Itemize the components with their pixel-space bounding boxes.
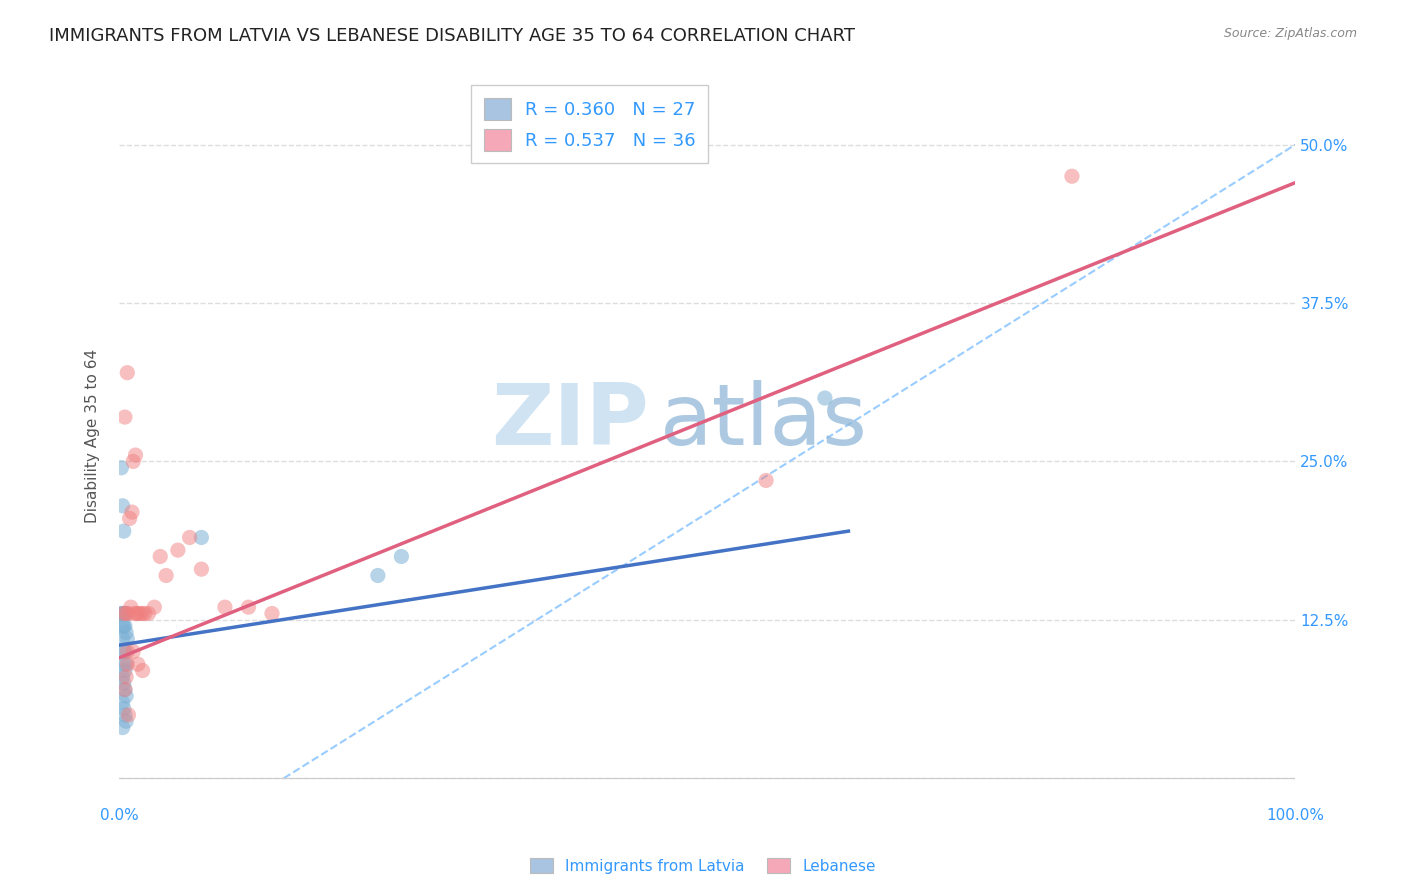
Point <box>124 448 146 462</box>
Point <box>110 607 132 621</box>
Text: IMMIGRANTS FROM LATVIA VS LEBANESE DISABILITY AGE 35 TO 64 CORRELATION CHART: IMMIGRANTS FROM LATVIA VS LEBANESE DISAB… <box>49 27 855 45</box>
Point <box>115 657 138 672</box>
Point <box>114 644 136 658</box>
Point <box>111 670 134 684</box>
Point <box>190 562 212 576</box>
Point <box>114 664 136 678</box>
Point <box>124 607 146 621</box>
Point <box>112 524 135 538</box>
Point <box>112 607 135 621</box>
Point <box>114 682 136 697</box>
Point <box>149 549 172 564</box>
Point <box>260 607 283 621</box>
Y-axis label: Disability Age 35 to 64: Disability Age 35 to 64 <box>86 349 100 523</box>
Point <box>114 707 136 722</box>
Point <box>117 632 139 646</box>
Point <box>131 664 153 678</box>
Point <box>122 644 145 658</box>
Point <box>190 531 212 545</box>
Point <box>389 549 412 564</box>
Point <box>110 460 132 475</box>
Point <box>112 644 135 658</box>
Point <box>129 607 152 621</box>
Text: atlas: atlas <box>661 380 868 463</box>
Point <box>111 721 134 735</box>
Legend: R = 0.360   N = 27, R = 0.537   N = 36: R = 0.360 N = 27, R = 0.537 N = 36 <box>471 85 709 163</box>
Point <box>143 600 166 615</box>
Point <box>121 505 143 519</box>
Point <box>125 607 148 621</box>
Point <box>127 607 149 621</box>
Point <box>117 644 139 658</box>
Point <box>112 657 135 672</box>
Point <box>114 607 136 621</box>
Point <box>134 607 156 621</box>
Point <box>117 366 139 380</box>
Point <box>111 695 134 709</box>
Point <box>367 568 389 582</box>
Point <box>112 607 135 621</box>
Point <box>131 607 153 621</box>
Text: Source: ZipAtlas.com: Source: ZipAtlas.com <box>1223 27 1357 40</box>
Point <box>238 600 260 615</box>
Point <box>118 511 141 525</box>
Point <box>115 607 138 621</box>
Point <box>115 670 138 684</box>
Point <box>115 625 138 640</box>
Point <box>112 619 135 633</box>
Point <box>114 682 136 697</box>
Point <box>111 499 134 513</box>
Point <box>112 676 135 690</box>
Point <box>167 543 190 558</box>
Point <box>214 600 236 615</box>
Point <box>117 657 139 672</box>
Point <box>115 607 138 621</box>
Point <box>179 531 201 545</box>
Point <box>155 568 177 582</box>
Point <box>114 410 136 425</box>
Point <box>111 632 134 646</box>
Point <box>117 607 139 621</box>
Point <box>111 619 134 633</box>
Point <box>115 714 138 729</box>
Point <box>1060 169 1083 184</box>
Point <box>814 391 837 405</box>
Legend: Immigrants from Latvia, Lebanese: Immigrants from Latvia, Lebanese <box>524 852 882 880</box>
Point <box>755 474 778 488</box>
Point <box>120 600 142 615</box>
Point <box>127 657 149 672</box>
Point <box>117 707 139 722</box>
Text: ZIP: ZIP <box>491 380 648 463</box>
Point <box>114 619 136 633</box>
Point <box>112 701 135 715</box>
Point <box>122 454 145 468</box>
Point <box>115 689 138 703</box>
Point <box>111 607 134 621</box>
Point <box>138 607 160 621</box>
